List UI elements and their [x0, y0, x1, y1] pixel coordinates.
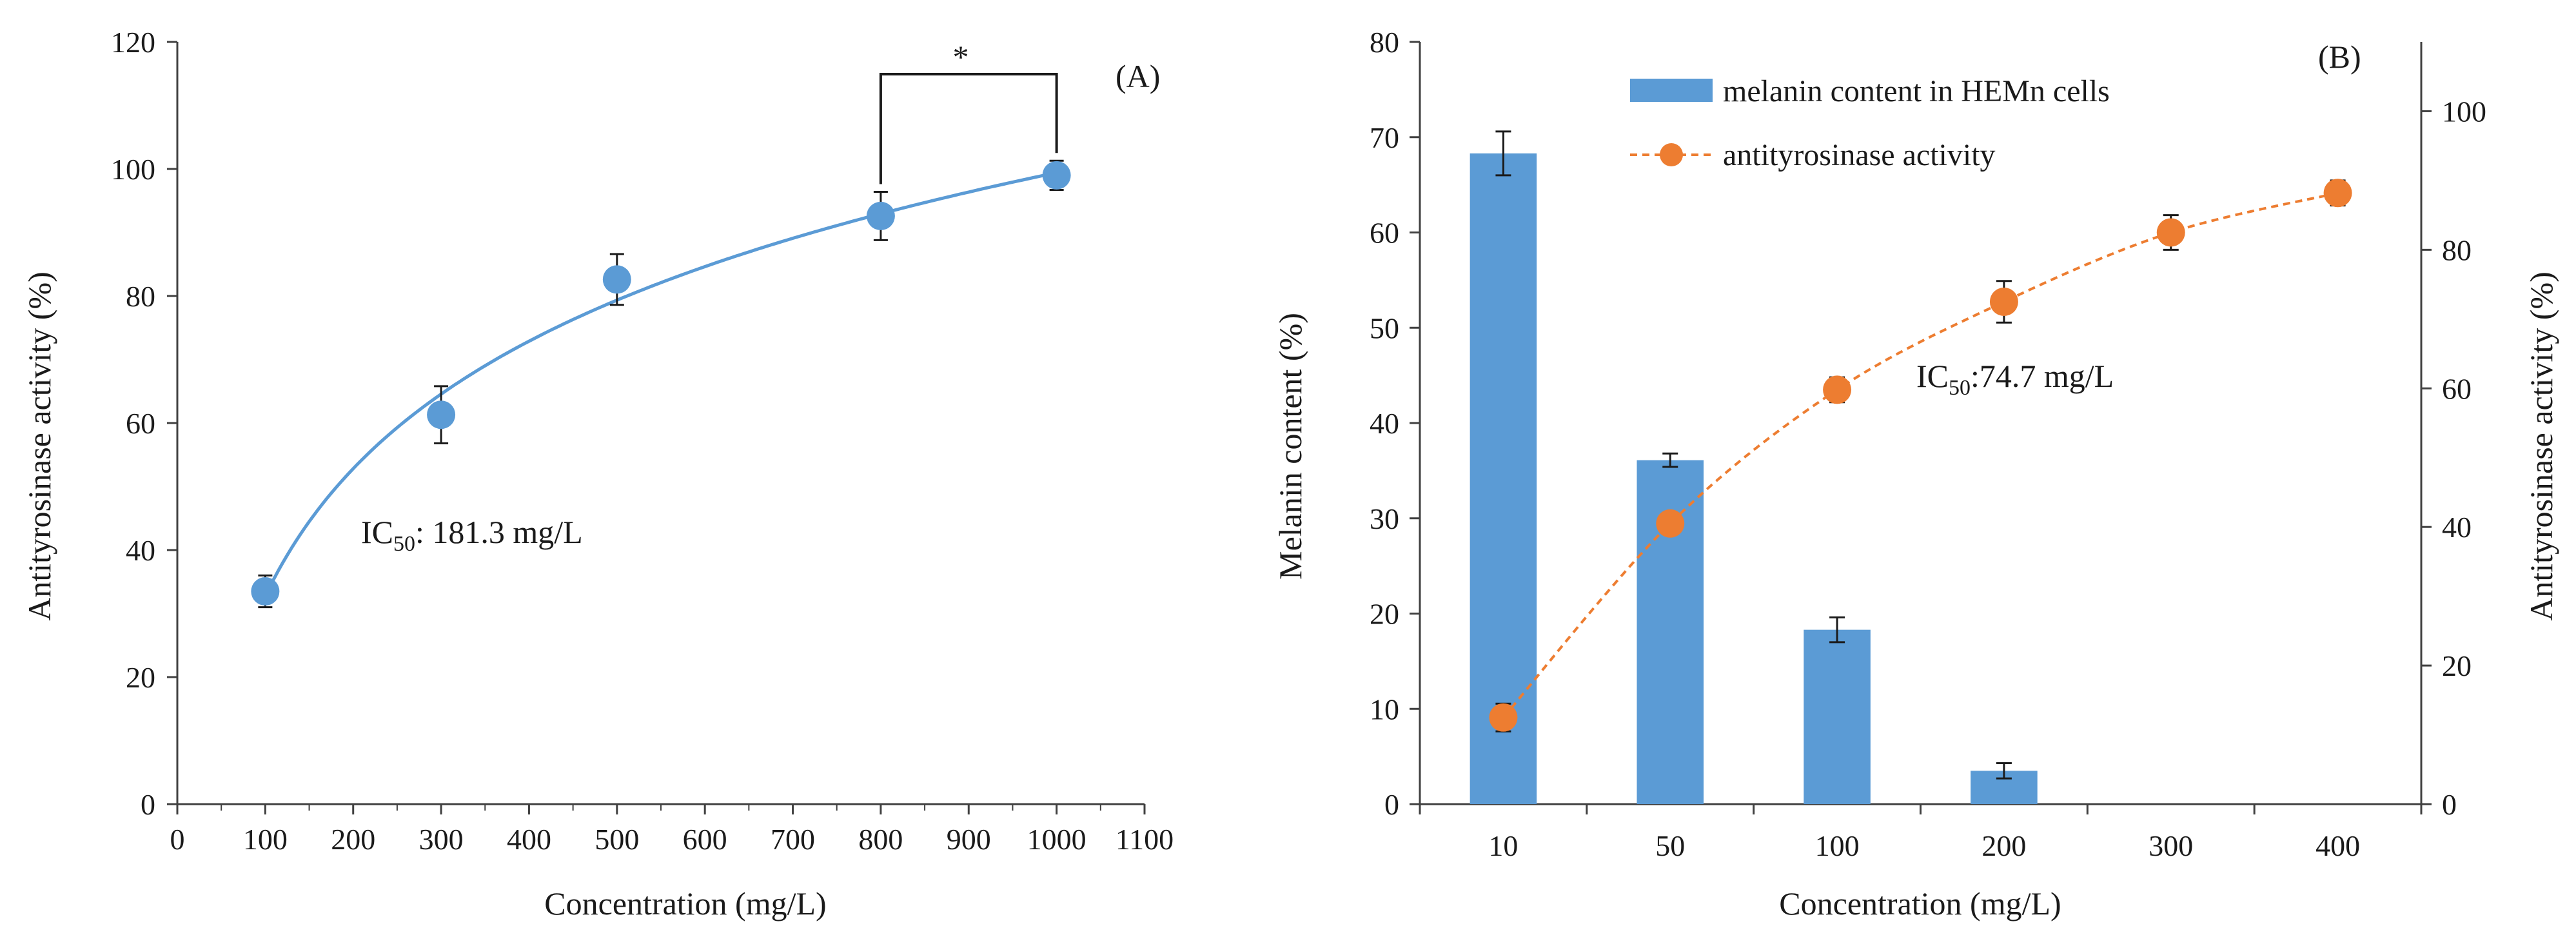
chart-b-right-y-tick-label: 80 — [2442, 233, 2472, 266]
legend-label-antityrosinase: antityrosinase activity — [1723, 138, 1996, 172]
chart-a-y-tick-label: 0 — [141, 788, 155, 821]
chart-a-y-tick-label: 80 — [126, 280, 155, 313]
chart-a-x-ticks: 0 100 200 300 400 500 600 700 800 900 1000 1100 — [170, 804, 1174, 856]
chart-a-data-point — [427, 400, 456, 429]
chart-b-x-ticks: 10 50 100 200 300 400 — [1419, 804, 2423, 862]
chart-a-x-tick-label: 100 — [243, 823, 288, 856]
chart-a-axes — [176, 42, 1145, 805]
chart-b-right-y-tick-label: 40 — [2442, 511, 2472, 544]
chart-b-left-y-tick-label: 10 — [1370, 693, 1399, 725]
chart-b-left-y-tick-label: 20 — [1370, 598, 1399, 631]
chart-b-left-y-axis-label: Melanin content (%) — [1272, 313, 1308, 580]
chart-b-line — [1502, 192, 2339, 718]
chart-a-x-tick-label: 0 — [170, 823, 185, 856]
chart-a-x-tick-label: 700 — [771, 823, 815, 856]
chart-b-left-y-tick-label: 50 — [1370, 311, 1399, 344]
chart-a: 0 100 200 300 400 500 600 700 800 900 1000 1100 0 20… — [21, 26, 1174, 921]
legend-marker-antityrosinase — [1660, 143, 1683, 166]
chart-a-data-point — [866, 201, 895, 230]
chart-b-x-tick-label: 100 — [1815, 829, 1860, 862]
chart-a-x-tick-label: 900 — [947, 823, 991, 856]
chart-a-y-tick-label: 120 — [111, 26, 155, 59]
chart-a-data-point — [1042, 161, 1071, 190]
chart-a-significance-bracket — [879, 73, 1058, 184]
chart-a-y-tick-label: 100 — [111, 153, 155, 186]
chart-b-x-axis-label: Concentration (mg/L) — [1779, 885, 2061, 921]
chart-b-line-point — [1989, 287, 2018, 316]
chart-b-legend: melanin content in HEMn cells antityrosi… — [1630, 74, 2110, 172]
chart-a-data-point — [602, 265, 631, 294]
chart-b-right-y-axis-label: Antityrosinase activity (%) — [2523, 271, 2559, 621]
chart-b-x-tick-label: 50 — [1655, 829, 1685, 862]
chart-b-left-y-ticks: 0 10 20 30 40 50 60 70 80 — [1370, 26, 1420, 821]
chart-b-line-point — [2156, 218, 2185, 247]
chart-b-left-y-tick-label: 70 — [1370, 121, 1399, 154]
chart-b-right-y-tick-label: 20 — [2442, 649, 2472, 682]
chart-b-bars — [1470, 130, 2038, 804]
chart-b-right-y-ticks: 0 20 40 60 80 100 — [2421, 95, 2486, 821]
chart-a-x-tick-label: 200 — [331, 823, 375, 856]
chart-b-right-y-tick-label: 60 — [2442, 372, 2472, 405]
chart-b-line-point — [1656, 509, 1685, 538]
chart-a-data-point — [251, 577, 280, 606]
chart-b: 10 50 100 200 300 400 0 10 20 30 40 50 60 70 80 0 20 40… — [1272, 26, 2559, 921]
chart-b-left-y-tick-label: 60 — [1370, 217, 1399, 250]
chart-a-x-tick-label: 300 — [419, 823, 464, 856]
chart-a-ic50-label: IC50: 181.3 mg/L — [361, 514, 583, 556]
chart-b-x-tick-label: 400 — [2315, 829, 2360, 862]
chart-b-bar — [1470, 153, 1537, 804]
chart-b-panel-label: (B) — [2318, 39, 2361, 75]
chart-a-y-ticks: 0 20 40 60 80 100 120 — [111, 26, 177, 821]
chart-a-x-tick-label: 400 — [507, 823, 551, 856]
chart-a-x-tick-label: 1100 — [1116, 823, 1174, 856]
legend-swatch-melanin — [1630, 79, 1713, 102]
chart-b-line-series — [1489, 179, 2352, 733]
chart-a-x-tick-label: 600 — [683, 823, 727, 856]
chart-a-y-tick-label: 40 — [126, 534, 155, 567]
chart-a-x-tick-label: 500 — [595, 823, 639, 856]
chart-b-line-point — [1823, 375, 1852, 404]
chart-a-x-tick-label: 1000 — [1027, 823, 1086, 856]
chart-b-x-tick-label: 10 — [1488, 829, 1518, 862]
chart-a-marks — [251, 73, 1071, 609]
chart-b-left-y-tick-label: 0 — [1384, 788, 1399, 821]
chart-a-panel-label: (A) — [1116, 58, 1160, 94]
chart-b-left-y-tick-label: 40 — [1370, 407, 1399, 440]
chart-b-line-point — [2323, 179, 2352, 208]
chart-b-x-tick-label: 300 — [2148, 829, 2193, 862]
chart-a-x-tick-label: 800 — [858, 823, 903, 856]
chart-b-ic50-label: IC50:74.7 mg/L — [1916, 358, 2114, 400]
chart-b-line-point — [1489, 703, 1518, 732]
chart-b-right-y-tick-label: 0 — [2442, 788, 2457, 821]
chart-b-right-y-tick-label: 100 — [2442, 95, 2486, 128]
chart-a-significance-star: * — [953, 39, 969, 75]
chart-a-y-axis-label: Antityrosinase activity (%) — [21, 271, 57, 621]
chart-a-x-axis-label: Concentration (mg/L) — [544, 885, 826, 921]
chart-b-left-y-tick-label: 30 — [1370, 502, 1399, 535]
chart-a-y-tick-label: 60 — [126, 407, 155, 440]
chart-b-left-y-tick-label: 80 — [1370, 26, 1399, 59]
chart-b-bar — [1804, 629, 1871, 804]
chart-b-x-tick-label: 200 — [1981, 829, 2026, 862]
legend-label-melanin: melanin content in HEMn cells — [1723, 74, 2110, 108]
chart-a-trendline — [264, 171, 1057, 597]
chart-a-y-tick-label: 20 — [126, 661, 155, 694]
